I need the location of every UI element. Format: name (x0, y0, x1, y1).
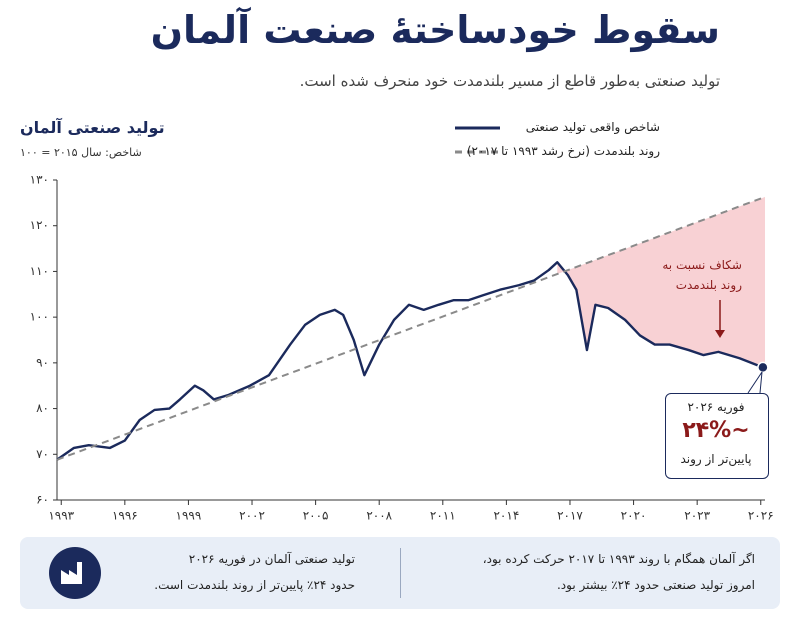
x-tick-label: ۲۰۲۶ (748, 509, 774, 523)
callout-pointer (747, 371, 763, 394)
callout-box (665, 393, 769, 479)
series-line (56, 195, 766, 461)
summary-text: اگر آلمان همگام با روند ۱۹۹۳ تا ۲۰۱۷ حرک… (482, 552, 755, 566)
x-tick-label: ۲۰۰۵ (303, 509, 329, 523)
legend-label: روند بلندمدت (نرخ رشد ۱۹۹۳ تا ۲۰۱۷) (466, 144, 660, 158)
summary-text: تولید صنعتی آلمان در فوریه ۲۰۲۶ (188, 552, 355, 566)
callout-note: پایین‌تر از روند (680, 452, 752, 466)
x-tick-label: ۲۰۱۱ (430, 509, 456, 523)
x-tick-label: ۲۰۰۲ (239, 509, 265, 523)
callout-date: فوریه ۲۰۲۶ (687, 400, 745, 414)
x-tick-label: ۱۹۹۹ (176, 509, 202, 523)
gap-area (557, 196, 765, 368)
divider (400, 548, 401, 598)
callout-value: ~۲۴% (682, 418, 750, 443)
series-line (56, 261, 764, 461)
y-tick-label: ۱۲۰ (30, 218, 49, 232)
x-tick-label: ۲۰۱۷ (557, 509, 583, 523)
legend-label: شاخص واقعی تولید صنعتی (525, 120, 660, 134)
y-tick-label: ۶۰ (36, 493, 49, 507)
end-point (757, 361, 769, 374)
x-tick-label: ۲۰۲۳ (684, 509, 710, 523)
y-tick-label: ۸۰ (36, 401, 49, 415)
x-tick-label: ۲۰۲۰ (621, 509, 647, 523)
x-tick-label: ۱۹۹۶ (112, 509, 138, 523)
gap-arrow-head (715, 330, 725, 338)
summary-text: امروز تولید صنعتی حدود ۲۴٪ بیشتر بود. (556, 578, 755, 592)
y-note: شاخص: سال ۲۰۱۵ = ۱۰۰ (20, 146, 142, 159)
gap-label: روند بلندمدت (675, 278, 742, 292)
gap-label: شکاف نسبت به (662, 258, 742, 272)
factory-icon (49, 547, 101, 599)
y-tick-label: ۹۰ (36, 355, 49, 369)
y-tick-label: ۱۰۰ (30, 310, 49, 324)
x-tick-label: ۲۰۱۴ (493, 509, 519, 523)
y-tick-label: ۷۰ (36, 447, 49, 461)
y-tick-label: ۱۱۰ (30, 264, 49, 278)
chart-title: سقوط خودساختهٔ صنعت آلمان (150, 8, 720, 52)
subtitle: تولید صنعتی به‌طور قاطع از مسیر بلندمدت … (299, 72, 720, 90)
summary-text: حدود ۲۴٪ پایین‌تر از روند بلندمدت است. (154, 578, 355, 592)
x-tick-label: ۲۰۰۸ (366, 509, 392, 523)
y-tick-label: ۱۳۰ (30, 173, 49, 187)
x-tick-label: ۱۹۹۳ (48, 509, 74, 523)
y-label: تولید صنعتی آلمان (20, 118, 165, 137)
